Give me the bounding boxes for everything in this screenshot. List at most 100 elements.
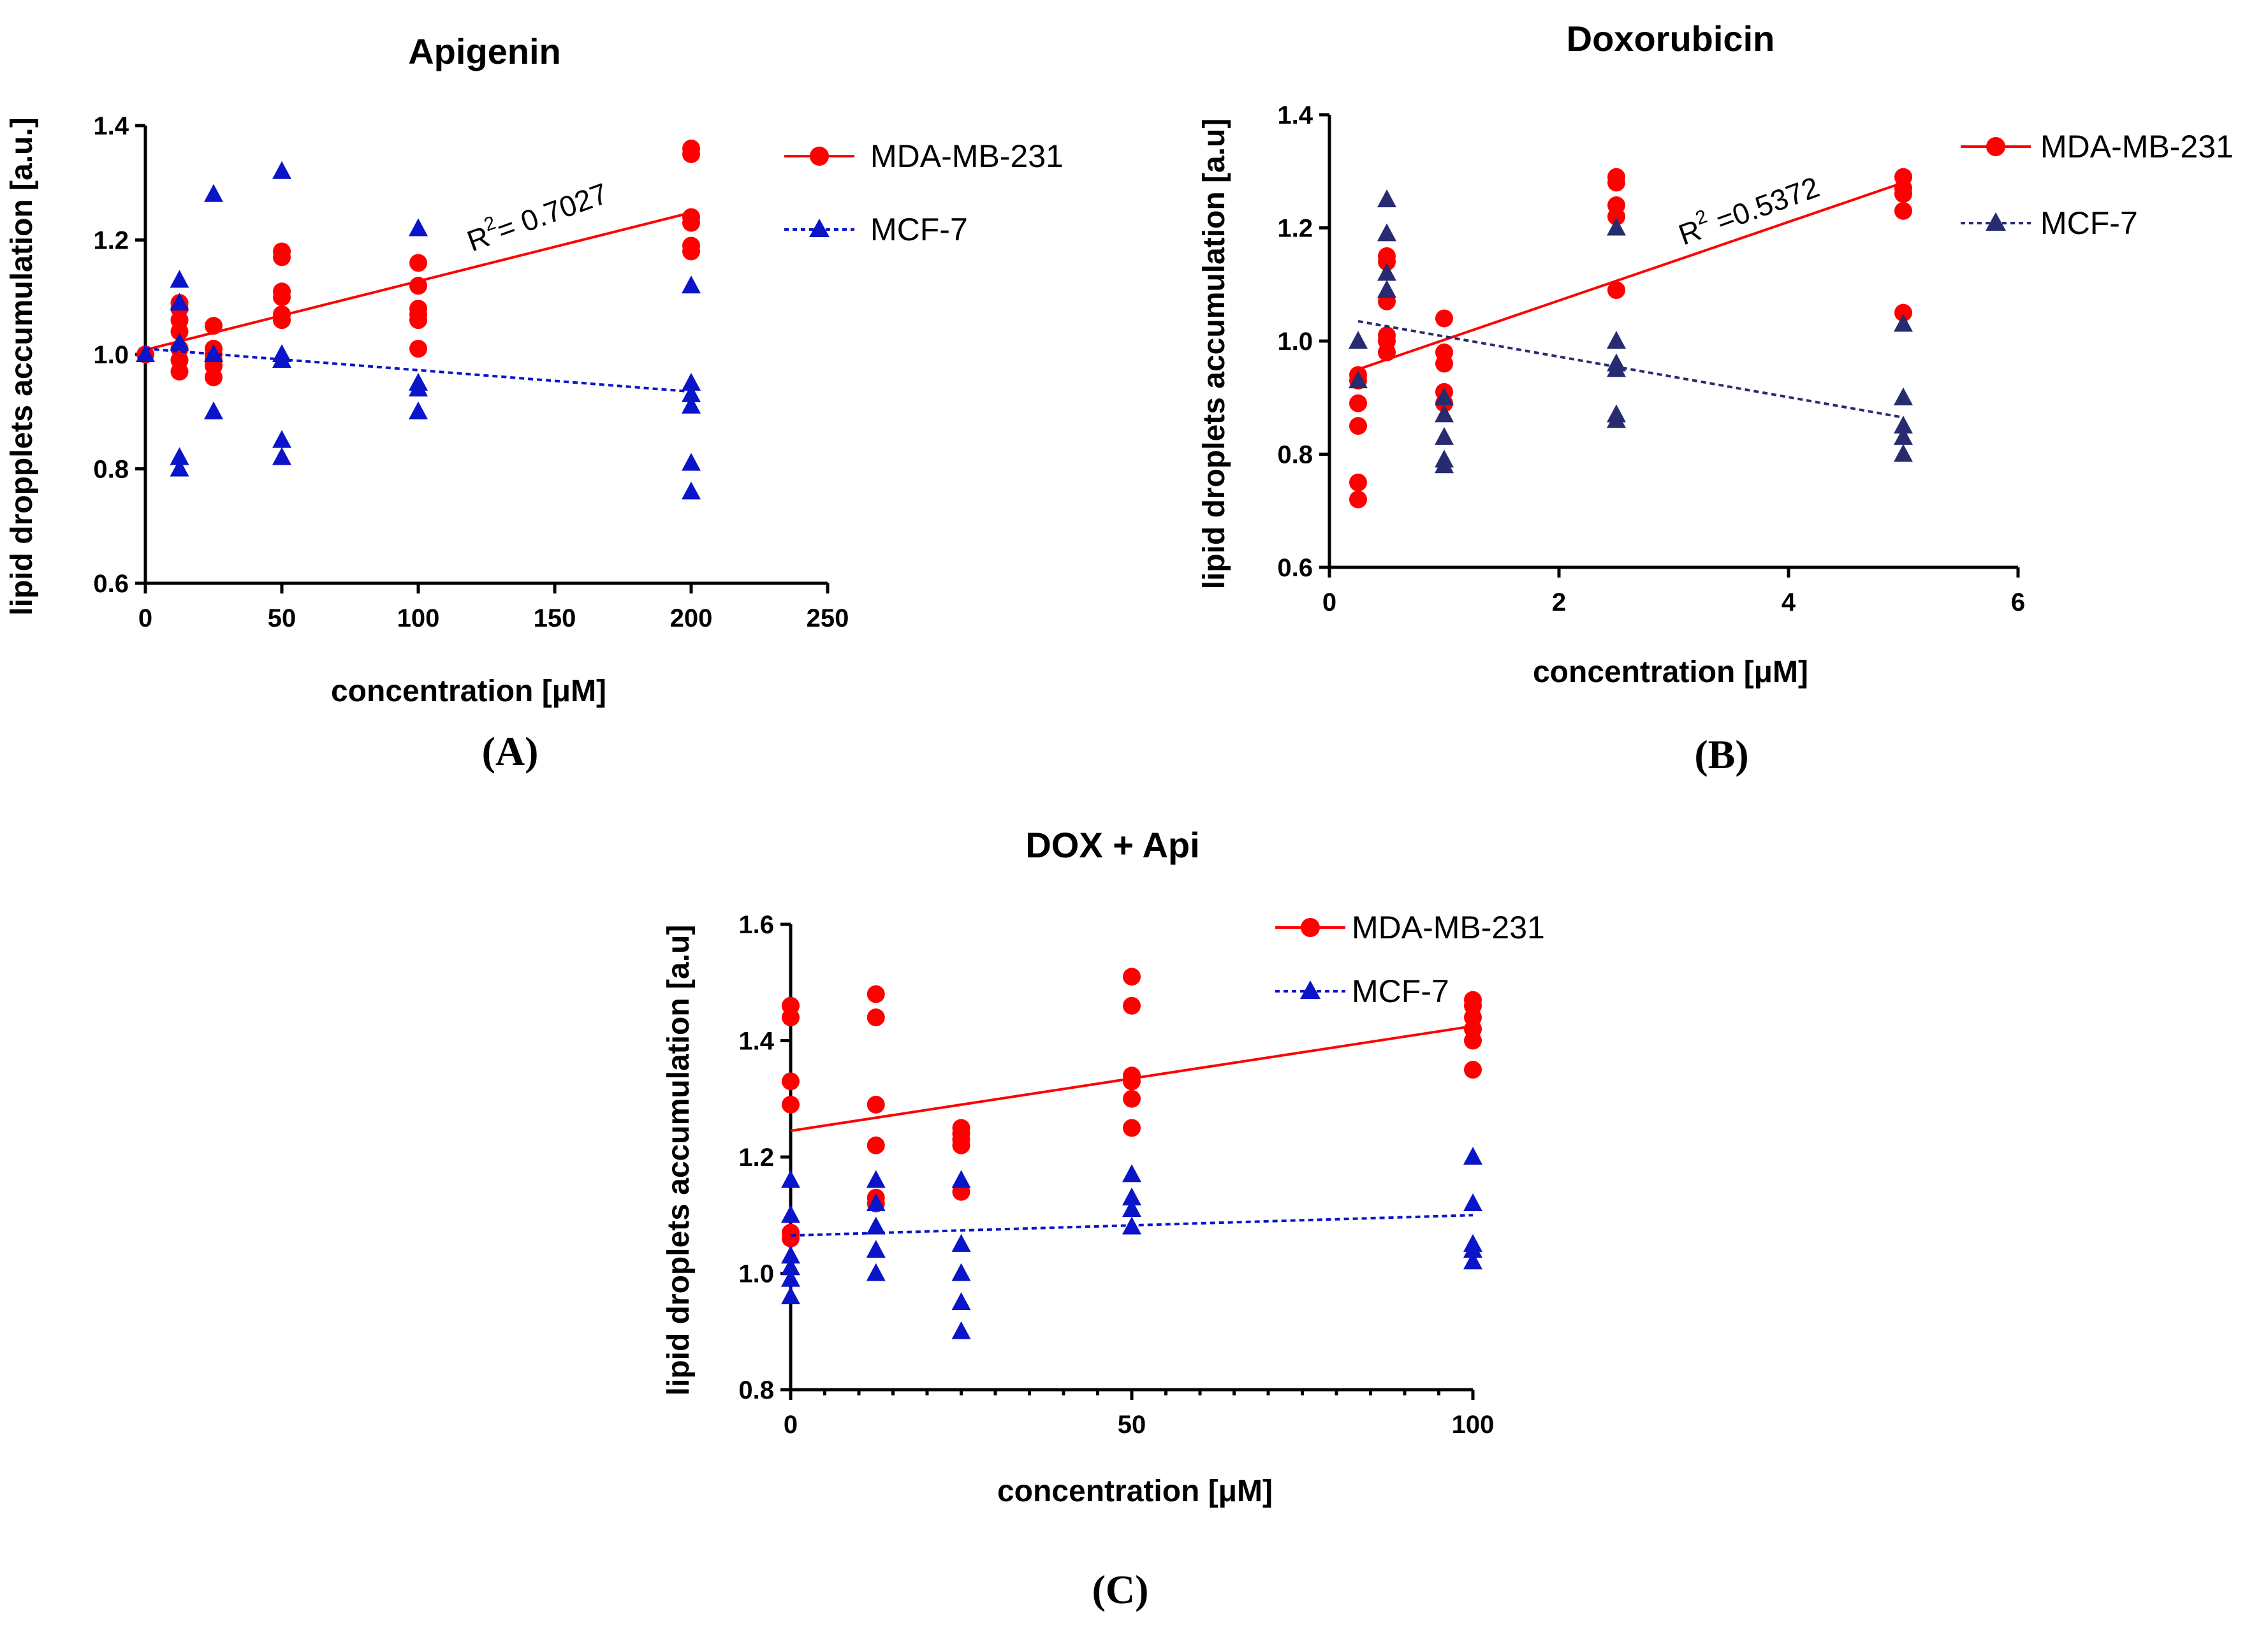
data-point (1607, 353, 1626, 372)
data-point (204, 344, 223, 362)
data-point (1894, 444, 1913, 462)
data-point (1464, 991, 1482, 1009)
data-point (1435, 404, 1454, 423)
x-tick-label: 50 (1118, 1411, 1146, 1439)
data-point (1464, 1061, 1482, 1079)
legend-marker-mcf7 (1986, 212, 2006, 231)
panel-a: Apigenin lipid dropplets accumulation [a… (5, 31, 1064, 774)
data-point (1894, 303, 1912, 322)
series-mda-mb-231 (1349, 168, 1912, 509)
x-tick-label: 200 (670, 604, 713, 632)
data-point (867, 985, 885, 1003)
plot-area: 0.6 0.8 1.0 1.2 1.4 0 50 100 150 200 250 (93, 112, 849, 632)
panel-label: (B) (1694, 732, 1748, 777)
data-point (1463, 1233, 1482, 1252)
data-point (781, 1269, 800, 1287)
data-point (1349, 394, 1367, 412)
x-tick-label: 150 (534, 604, 576, 632)
data-point (1894, 426, 1913, 445)
data-point (1123, 1119, 1141, 1137)
y-axis-label: lipid dropplets accumulation [a.u.] (5, 117, 39, 615)
legend-marker-mcf7 (1300, 980, 1321, 999)
data-point (1894, 387, 1913, 405)
data-point (170, 447, 189, 465)
data-point (682, 453, 701, 471)
data-point (204, 184, 223, 202)
data-point (1349, 417, 1367, 435)
data-point (682, 384, 701, 402)
data-point (409, 340, 427, 358)
data-point (951, 1170, 971, 1188)
data-point (1894, 168, 1912, 186)
trend-line (145, 211, 692, 351)
y-tick-label: 1.4 (93, 112, 129, 140)
chart-title: DOX + Api (1025, 825, 1199, 865)
data-point (1378, 247, 1396, 265)
y-axis-label: lipid droplets accumulation [a.u] (1197, 119, 1231, 590)
y-tick-label: 0.6 (93, 570, 129, 598)
data-point (272, 447, 291, 465)
legend-label-mda: MDA-MB-231 (1352, 910, 1545, 945)
series-mcf-7 (781, 1147, 1482, 1339)
x-tick-label: 0 (784, 1411, 798, 1439)
data-point (781, 1246, 800, 1264)
x-tick-label: 4 (1781, 588, 1796, 616)
data-point (1894, 416, 1913, 434)
data-point (409, 218, 428, 236)
data-point (867, 1095, 885, 1114)
series-mcf-7 (136, 161, 701, 500)
trend-line (1357, 319, 1904, 419)
data-point (1463, 1147, 1482, 1165)
data-point (951, 1233, 971, 1252)
series-mcf-7 (1349, 189, 1913, 474)
data-point (866, 1240, 886, 1258)
data-point (1435, 343, 1453, 361)
panel-label: (A) (482, 729, 539, 774)
trend-line (145, 347, 692, 393)
data-point (866, 1216, 886, 1235)
data-point (1435, 387, 1454, 405)
data-point (272, 161, 291, 179)
data-point (682, 236, 700, 255)
data-point (781, 1286, 800, 1304)
data-point (1607, 404, 1626, 423)
plot-area: 0.8 1.0 1.2 1.4 1.6 0 50 100 (738, 911, 1494, 1439)
legend-label-mcf7: MCF-7 (870, 212, 968, 247)
data-point (1463, 1251, 1482, 1270)
chart-title: Apigenin (408, 31, 561, 71)
data-point (273, 242, 291, 261)
data-point (1378, 326, 1396, 345)
data-point (682, 395, 701, 414)
data-point (204, 401, 223, 419)
trend-line (790, 1214, 1474, 1237)
y-tick-label: 1.6 (738, 911, 774, 939)
data-point (409, 300, 427, 318)
x-axis-label: concentration [μM] (1533, 655, 1808, 689)
legend: MDA-MB-231 MCF-7 (1275, 910, 1545, 1009)
data-point (1607, 331, 1626, 349)
y-tick-label: 1.4 (1277, 101, 1313, 129)
legend: MDA-MB-231 MCF-7 (1961, 129, 2234, 241)
y-tick-label: 0.8 (93, 456, 129, 484)
trend-line (790, 1024, 1474, 1132)
data-point (781, 1205, 800, 1223)
data-point (272, 430, 291, 448)
data-point (1435, 426, 1454, 445)
data-point (1607, 281, 1625, 300)
data-point (682, 481, 701, 500)
data-point (782, 1095, 800, 1114)
data-point (1377, 223, 1396, 242)
y-tick-label: 1.4 (738, 1028, 774, 1056)
data-point (1377, 263, 1396, 281)
data-point (170, 458, 189, 477)
data-point (409, 372, 428, 391)
data-point (272, 344, 291, 362)
data-point (1122, 1199, 1141, 1218)
panel-b: Doxorubicin lipid droplets accumulation … (1197, 18, 2234, 777)
r-squared-annotation: R2 =0.5372 (1673, 166, 1824, 251)
data-point (1123, 996, 1141, 1015)
data-point (782, 1072, 800, 1091)
legend-label-mda: MDA-MB-231 (870, 138, 1064, 174)
panel-c: DOX + Api lipid droplets accumulation [a… (662, 825, 1545, 1612)
